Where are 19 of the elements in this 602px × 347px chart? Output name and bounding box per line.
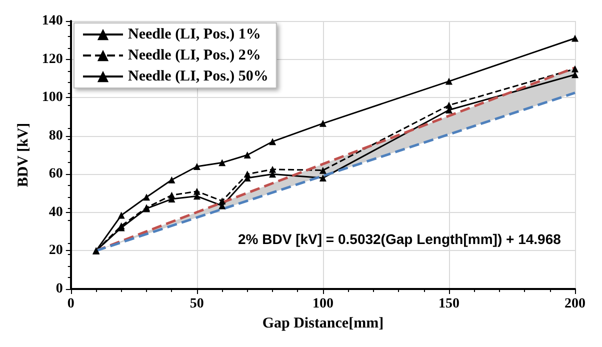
y-tick-label: 140 bbox=[42, 14, 63, 28]
legend-label: Needle (LI, Pos.) 1% bbox=[128, 26, 261, 42]
y-tick-label: 120 bbox=[42, 52, 63, 67]
y-axis-title: BDV [kV] bbox=[16, 122, 32, 188]
y-tick-label: 20 bbox=[48, 243, 63, 258]
x-tick-label: 0 bbox=[67, 296, 74, 312]
x-tick-label: 200 bbox=[564, 296, 586, 312]
legend-label: Needle (LI, Pos.) 2% bbox=[128, 48, 261, 64]
y-tick-label: 0 bbox=[56, 282, 63, 296]
y-tick-label: 60 bbox=[48, 166, 63, 182]
y-tick-label: 100 bbox=[42, 90, 63, 106]
x-tick-label: 50 bbox=[190, 296, 204, 312]
x-axis-title: Gap Distance[mm] bbox=[262, 316, 384, 332]
y-tick-label: 40 bbox=[48, 204, 63, 220]
y-tick-label: 80 bbox=[48, 128, 63, 144]
annotation: 2% BDV [kV] = 0.5032(Gap Length[mm]) + 14.968 bbox=[238, 231, 562, 247]
legend-label: Needle (LI, Pos.) 50% bbox=[128, 68, 268, 84]
x-tick-label: 150 bbox=[438, 296, 460, 312]
x-tick-label: 100 bbox=[312, 296, 334, 312]
